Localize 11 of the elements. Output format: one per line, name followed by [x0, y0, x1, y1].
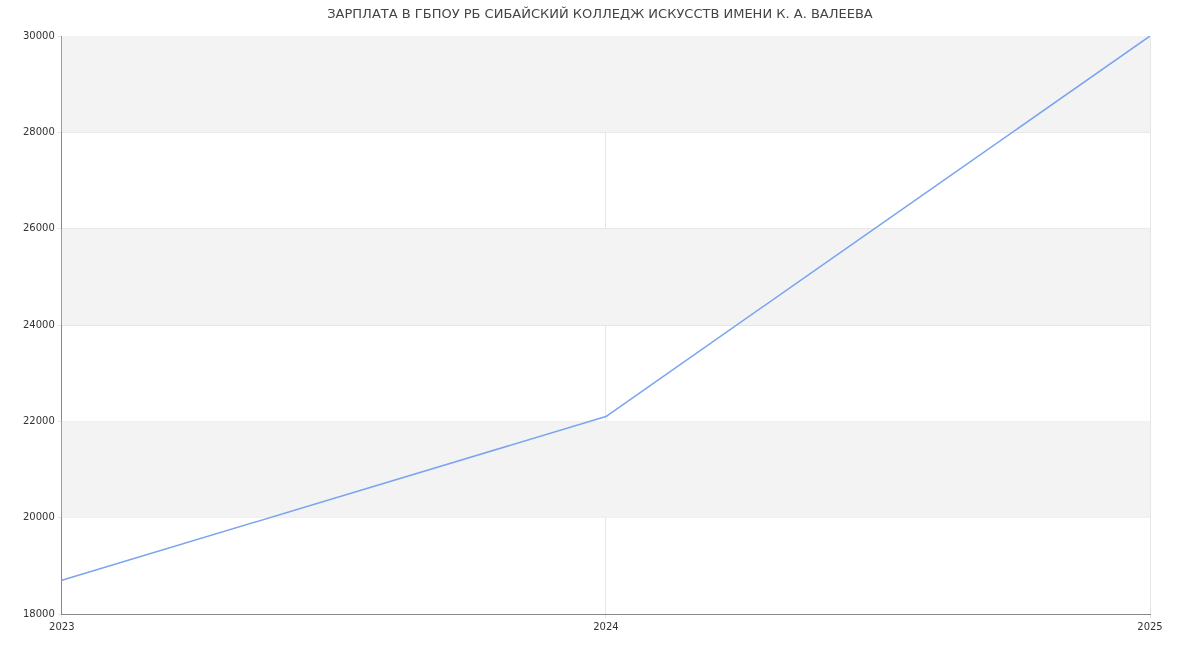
- y-tick-label: 18000: [23, 607, 55, 619]
- y-tick-label: 28000: [23, 125, 55, 137]
- x-tick-label: 2025: [1137, 620, 1163, 632]
- y-tick-label: 22000: [23, 414, 55, 426]
- y-tick-label: 26000: [23, 222, 55, 234]
- x-tick-label: 2024: [593, 620, 619, 632]
- y-tick-label: 24000: [23, 318, 55, 330]
- y-tick-label: 30000: [23, 29, 55, 41]
- chart-title: ЗАРПЛАТА В ГБПОУ РБ СИБАЙСКИЙ КОЛЛЕДЖ ИСКУССТВ ИМЕНИ К. А. ВАЛЕЕВА: [326, 6, 874, 23]
- x-tick-label: 2023: [49, 620, 75, 632]
- y-tick-label: 20000: [23, 511, 55, 523]
